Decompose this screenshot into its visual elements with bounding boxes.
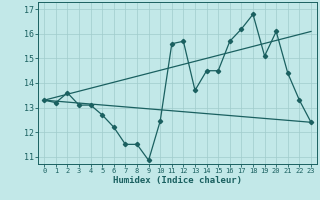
X-axis label: Humidex (Indice chaleur): Humidex (Indice chaleur) bbox=[113, 176, 242, 185]
